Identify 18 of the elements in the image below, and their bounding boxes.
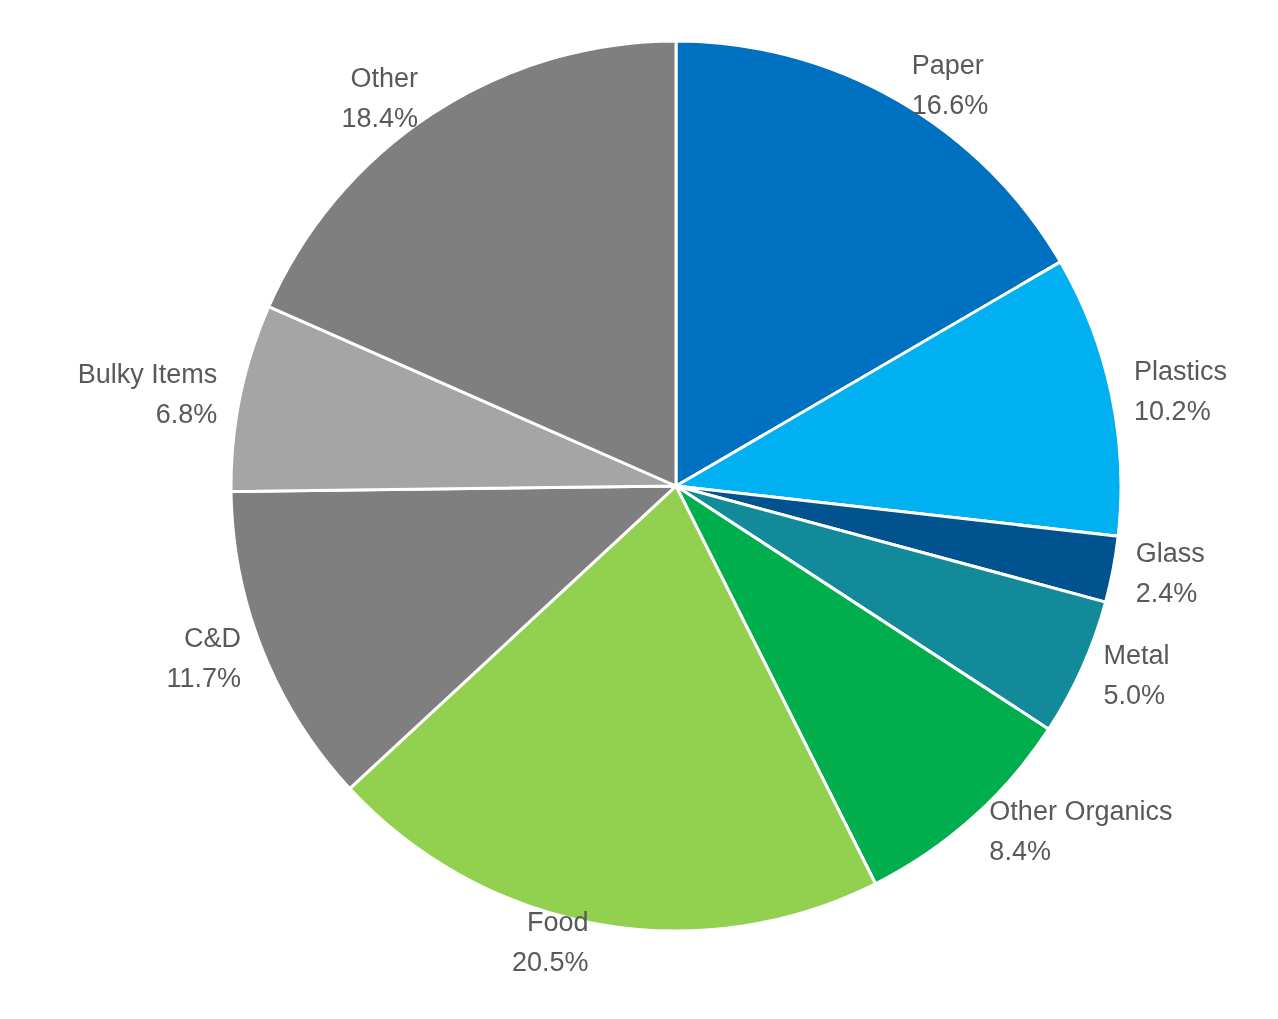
slice-label: Other (350, 63, 419, 94)
data-label: 10.2% (1134, 395, 1211, 426)
slice-label: Bulky Items (77, 358, 218, 389)
data-label: 5.0% (1103, 680, 1166, 711)
data-label: 8.4% (989, 836, 1051, 867)
slice-label: Plastics (1134, 355, 1228, 386)
slice-label: Metal (1103, 640, 1170, 671)
data-label: 11.7% (166, 662, 242, 693)
slice-label: Paper (911, 49, 984, 80)
slice-label: Glass (1135, 537, 1205, 568)
data-label: 16.6% (911, 89, 989, 120)
slice-label: C&D (184, 622, 242, 653)
data-label: 2.4% (1135, 577, 1198, 608)
data-label: 20.5% (511, 946, 589, 977)
slice-label: Food (526, 906, 589, 937)
data-label: 6.8% (155, 398, 218, 429)
slice-label: Other Organics (989, 796, 1173, 827)
data-label: 18.4% (341, 103, 419, 134)
